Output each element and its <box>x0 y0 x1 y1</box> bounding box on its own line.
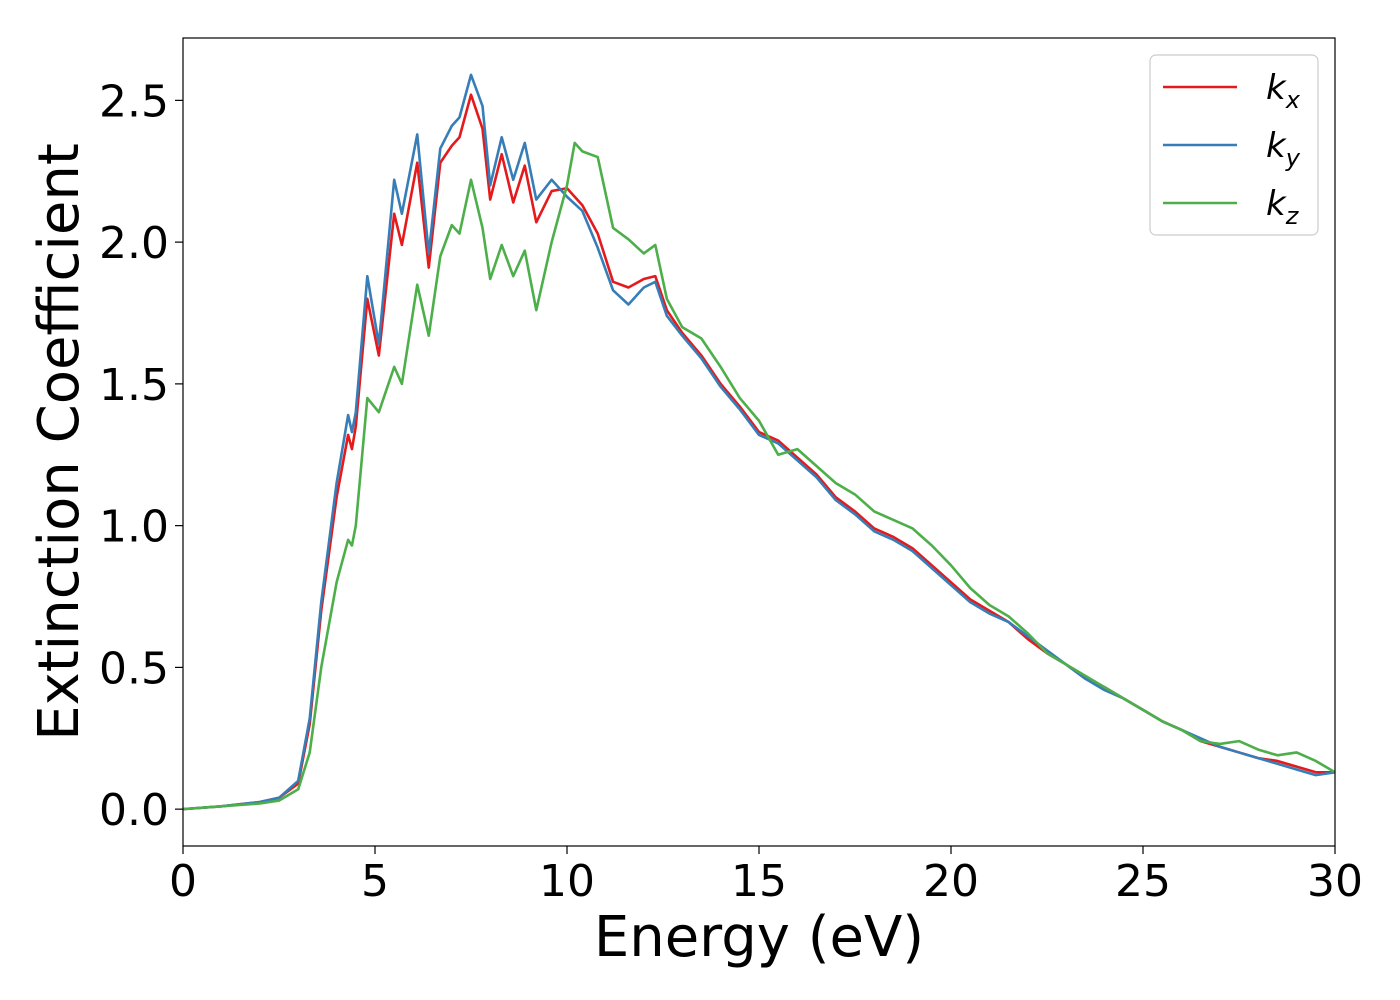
legend: kx ky kz <box>1149 54 1319 236</box>
y-tick-label: 2.0 <box>99 218 169 269</box>
legend-items: kx ky kz <box>1163 68 1301 230</box>
x-tick-label: 30 <box>1307 856 1363 907</box>
x-tick-label: 5 <box>361 856 389 907</box>
x-tick-label: 0 <box>169 856 197 907</box>
legend-label-z: kz <box>1266 184 1300 230</box>
x-axis-label: Energy (eV) <box>594 905 924 970</box>
x-tick-label: 15 <box>731 856 787 907</box>
y-tick-label: 1.0 <box>99 502 169 553</box>
y-tick-label: 0.5 <box>99 643 169 694</box>
series-layer <box>182 73 1336 811</box>
series-line-y <box>182 73 1336 811</box>
series-line-z <box>182 141 1336 811</box>
x-tick-label: 10 <box>539 856 595 907</box>
legend-label-y: ky <box>1266 126 1301 172</box>
x-tick-label: 20 <box>923 856 979 907</box>
legend-label-x: kx <box>1266 68 1301 114</box>
y-tick-label: 2.5 <box>99 76 169 127</box>
y-axis: 0.0 0.5 1.0 1.5 2.0 2.5 <box>99 76 183 836</box>
x-tick-label: 25 <box>1115 856 1171 907</box>
y-axis-label: Extinction Coefficient <box>27 143 92 741</box>
y-tick-label: 0.0 <box>99 785 169 836</box>
x-axis: 0 5 10 15 20 25 30 <box>169 846 1363 907</box>
y-tick-label: 1.5 <box>99 360 169 411</box>
